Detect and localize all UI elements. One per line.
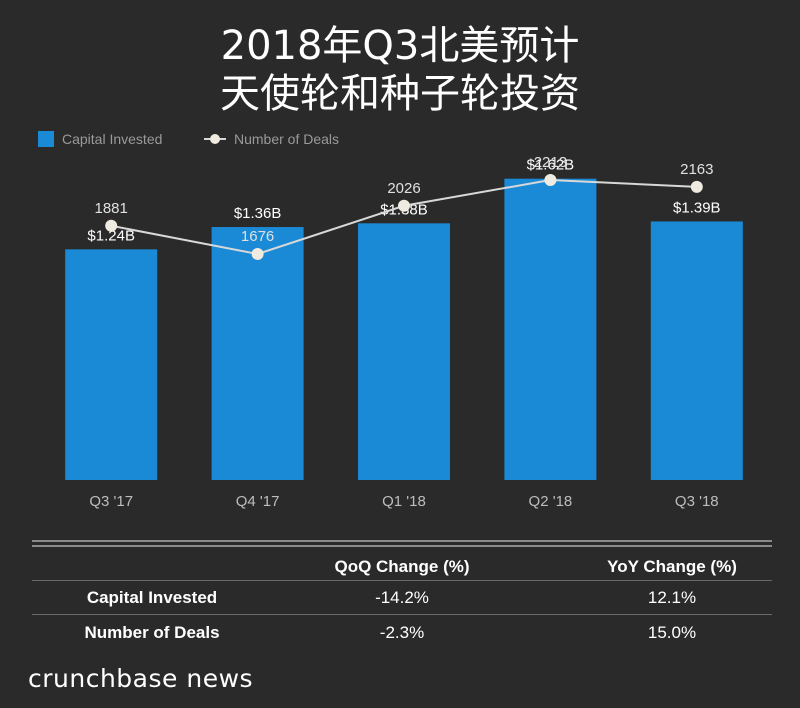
chart-title-line-1: 2018年Q3北美预计 [220,23,580,69]
x-tick-label: Q3 '17 [89,493,133,510]
bar-capital-invested [358,223,450,480]
table-cell-yoy: 12.1% [647,588,697,607]
table-cell-qoq: -14.2% [375,588,429,607]
point-number-of-deals [398,199,410,212]
point-number-of-deals [690,180,703,193]
table-header-yoy: YoY Change (%) [607,557,737,576]
bar-swatch-icon [38,131,54,147]
table-cell-qoq: -2.3% [379,623,425,642]
bar-value-label: $1.39B [673,199,721,216]
divider-top [32,540,772,542]
legend-item-capital-invested: Capital Invested [38,131,162,147]
bar-capital-invested [65,249,158,480]
point-number-of-deals [251,248,264,260]
table-row: Number of Deals -2.3% 15.0% [32,616,772,650]
table-row-label: Number of Deals [84,623,220,642]
point-value-label: 1881 [95,200,128,217]
bar-value-label: $1.24B [87,227,135,244]
chart-title: 2018年Q3北美预计 天使轮和种子轮投资 [0,22,800,118]
bar-capital-invested [211,227,304,480]
table-row-divider [32,614,772,615]
x-tick-label: Q2 '18 [529,493,573,510]
point-number-of-deals [105,219,118,232]
chart-title-line-2: 天使轮和种子轮投资 [220,71,580,117]
line-marker-icon [204,131,226,147]
legend-label-number-of-deals: Number of Deals [234,131,340,147]
legend-item-number-of-deals: Number of Deals [204,131,339,147]
bar-value-label: $1.36B [234,205,282,222]
point-number-of-deals [544,174,557,186]
table-header-qoq: QoQ Change (%) [334,557,470,576]
point-value-label: 2026 [387,180,420,197]
bar-capital-invested [650,221,743,480]
table-row-label: Capital Invested [86,588,218,607]
x-tick-label: Q3 '18 [675,493,719,510]
x-tick-label: Q1 '18 [382,493,426,510]
table-row: Capital Invested -14.2% 12.1% [32,581,772,615]
x-tick-label: Q4 '17 [236,493,280,510]
legend-label-capital-invested: Capital Invested [62,131,163,147]
table-row-divider [32,580,772,581]
point-value-label: 2213 [534,154,567,171]
divider-bottom [32,545,772,547]
point-value-label: 2163 [680,161,713,178]
bar-capital-invested [504,178,597,480]
table-cell-yoy: 15.0% [647,623,697,642]
point-value-label: 1676 [241,228,274,245]
bar-value-label: $1.62B [527,157,575,174]
table-header-row: QoQ Change (%) YoY Change (%) [32,550,772,584]
brand-logo-text: crunchbase news [28,664,254,693]
